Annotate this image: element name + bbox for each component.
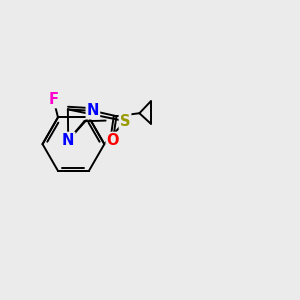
- Text: N: N: [87, 103, 99, 118]
- Text: S: S: [120, 114, 130, 129]
- Text: O: O: [107, 133, 119, 148]
- Text: F: F: [49, 92, 58, 107]
- Text: N: N: [62, 133, 74, 148]
